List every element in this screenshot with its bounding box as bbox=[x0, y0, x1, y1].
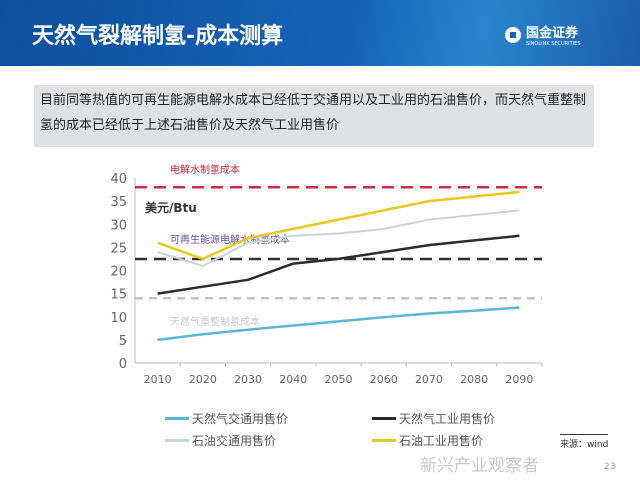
series-line-1 bbox=[157, 234, 520, 295]
reference-line-label: 电解水制氢成本 bbox=[170, 163, 240, 176]
x-tick-label: 2010 bbox=[144, 373, 172, 386]
watermark: 新兴产业观察者 bbox=[420, 456, 539, 476]
legend-label: 天然气交通用售价 bbox=[192, 412, 289, 426]
logo-en: SINOLINK SECURITIES bbox=[526, 41, 581, 47]
legend-item-0: 天然气交通用售价 bbox=[165, 410, 288, 427]
legend-label: 天然气工业用售价 bbox=[399, 412, 496, 426]
page-number: 23 bbox=[604, 462, 616, 472]
y-tick-label: 10 bbox=[110, 311, 127, 326]
header-banner: 天然气裂解制氢-成本测算 国金证券 SINOLINK SECURITIES bbox=[0, 0, 640, 66]
logo-icon bbox=[505, 26, 521, 43]
legend-label: 石油交通用售价 bbox=[192, 434, 277, 448]
logo: 国金证券 SINOLINK SECURITIES bbox=[505, 22, 581, 47]
y-tick-label: 5 bbox=[119, 334, 127, 349]
logo-cn: 国金证券 bbox=[526, 26, 579, 41]
series-line-0 bbox=[157, 306, 520, 342]
legend-swatch bbox=[165, 417, 189, 420]
reference-line-label: 天然气重整制氢成本 bbox=[170, 315, 260, 328]
x-tick-label: 2040 bbox=[279, 373, 307, 386]
y-axis-label: 美元/Btu bbox=[145, 200, 197, 215]
series-line-2 bbox=[157, 209, 520, 267]
legend-item-3: 石油工业用售价 bbox=[372, 432, 483, 449]
series-line-3 bbox=[157, 190, 520, 261]
y-tick-label: 35 bbox=[110, 195, 127, 210]
x-tick-label: 2030 bbox=[234, 373, 262, 386]
legend-swatch bbox=[165, 439, 189, 442]
y-tick-label: 15 bbox=[110, 288, 127, 303]
x-tick-label: 2090 bbox=[505, 373, 533, 386]
legend-item-1: 天然气工业用售价 bbox=[372, 410, 495, 427]
legend-swatch bbox=[372, 439, 396, 442]
y-tick-label: 25 bbox=[110, 241, 127, 256]
y-tick-label: 40 bbox=[110, 172, 127, 187]
x-tick-label: 2050 bbox=[325, 373, 353, 386]
x-tick-label: 2020 bbox=[189, 373, 217, 386]
legend-swatch bbox=[372, 417, 396, 420]
legend-label: 石油工业用售价 bbox=[399, 434, 484, 448]
legend-item-2: 石油交通用售价 bbox=[165, 432, 276, 449]
slide-title: 天然气裂解制氢-成本测算 bbox=[32, 24, 284, 49]
x-tick-label: 2070 bbox=[415, 373, 443, 386]
y-tick-label: 30 bbox=[110, 218, 127, 233]
x-tick-label: 2080 bbox=[460, 373, 488, 386]
y-tick-label: 20 bbox=[110, 265, 127, 280]
summary-box: 目前同等热值的可再生能源电解水成本已经低于交通用以及工业用的石油售价，而天然气重… bbox=[34, 85, 594, 147]
y-tick-label: 0 bbox=[119, 357, 127, 372]
x-tick-label: 2060 bbox=[370, 373, 398, 386]
source-note: 来源：wind bbox=[560, 434, 609, 450]
